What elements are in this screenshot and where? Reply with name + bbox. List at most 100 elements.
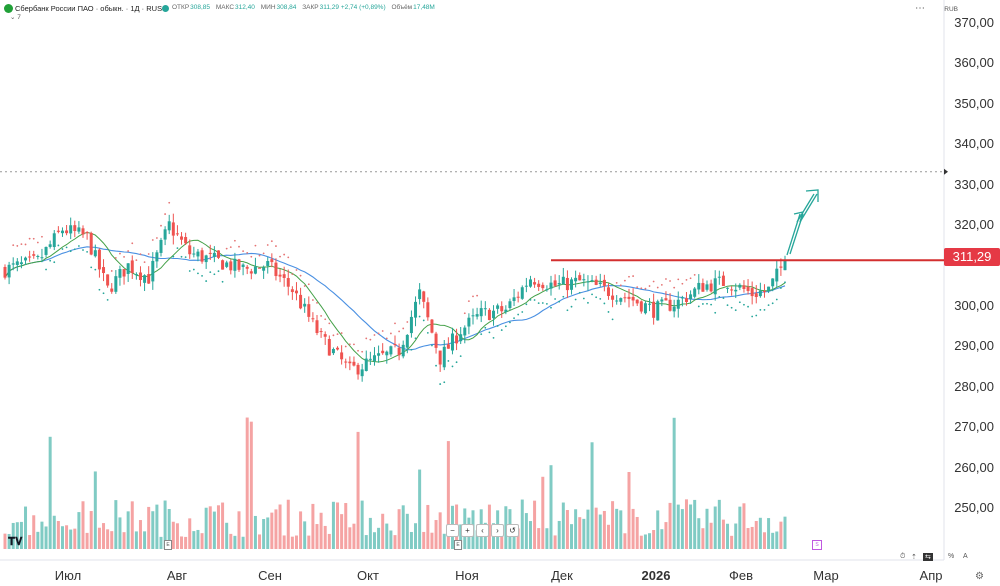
volume-bar: [266, 517, 270, 549]
candle-body: [705, 284, 709, 290]
alert-icon[interactable]: ⇡: [911, 554, 917, 561]
psar-dot: [311, 299, 314, 301]
psar-dot: [53, 261, 56, 264]
psar-dot: [714, 311, 717, 314]
currency-label[interactable]: RUB: [944, 6, 958, 13]
candle-body: [455, 335, 459, 344]
psar-dot: [320, 315, 323, 317]
volume-bar: [377, 527, 381, 549]
psar-dot: [373, 334, 376, 336]
scroll-left-button[interactable]: ‹: [476, 524, 489, 537]
volume-bar: [294, 535, 298, 549]
candle-body: [537, 283, 541, 287]
candle-body: [409, 316, 413, 334]
candle-body: [377, 353, 381, 356]
candle-body: [102, 267, 106, 274]
psar-dot: [525, 303, 528, 306]
volume-bar: [196, 529, 200, 549]
psar-dot: [61, 248, 64, 250]
auto-scale-toggle[interactable]: A: [963, 553, 968, 560]
volume-bar: [393, 535, 397, 549]
price-tick-label: 370,00: [954, 15, 994, 30]
candle-body: [237, 259, 241, 270]
candle-body: [619, 298, 623, 302]
indicators-toggle[interactable]: ⌄ 7: [10, 14, 21, 21]
candle-body: [175, 233, 179, 235]
settings-toggle-icon[interactable]: ⇆: [923, 553, 933, 561]
candle-body: [270, 259, 274, 263]
zoom-out-button[interactable]: −: [446, 524, 459, 537]
psar-dot: [414, 337, 417, 340]
earnings-event-icon[interactable]: E: [164, 540, 172, 550]
earnings-event-icon[interactable]: E: [454, 540, 462, 550]
candle-body: [319, 331, 323, 333]
time-tick-label: 2026: [641, 568, 671, 583]
percent-scale-toggle[interactable]: %: [948, 553, 955, 560]
psar-dot: [652, 280, 655, 283]
candle-body: [85, 232, 89, 234]
reset-chart-button[interactable]: ↺: [506, 524, 519, 537]
volume-bar: [262, 519, 266, 549]
time-tick-label: Окт: [357, 568, 379, 583]
volume-bar: [414, 523, 418, 549]
psar-dot: [697, 305, 700, 308]
psar-dot: [180, 255, 183, 258]
time-tick-label: Фев: [728, 568, 754, 583]
candle-body: [680, 297, 684, 299]
candle-body: [28, 256, 32, 258]
candle-body: [258, 267, 262, 269]
symbol-badge-icon[interactable]: S: [812, 540, 822, 550]
volume-bar: [65, 525, 69, 549]
candle-body: [282, 274, 286, 278]
psar-dot: [361, 350, 364, 353]
psar-dot: [192, 268, 195, 271]
volume-bar: [574, 509, 578, 549]
tradingview-logo-icon[interactable]: 𝐓𝐕: [8, 536, 23, 548]
volume-bar: [533, 500, 537, 549]
zoom-in-button[interactable]: +: [461, 524, 474, 537]
candle-body: [340, 352, 344, 360]
psar-dot: [480, 333, 483, 336]
gear-icon[interactable]: ⚙: [975, 571, 984, 582]
candle-body: [24, 257, 28, 261]
volume-bar: [327, 533, 331, 549]
volume-bar: [598, 514, 602, 549]
psar-dot: [365, 337, 368, 340]
candle-body: [44, 246, 48, 255]
psar-dot: [299, 274, 302, 277]
candle-body: [578, 275, 582, 281]
ohlc-value: 308,84: [276, 4, 297, 11]
candle-body: [7, 264, 11, 278]
candle-body: [114, 276, 118, 292]
symbol-title[interactable]: Сбербанк России ПАО · обыкн. · 1Д · RUS: [15, 4, 163, 13]
ohlc-value: 308,85: [190, 4, 211, 11]
psar-dot: [348, 343, 351, 346]
psar-dot: [587, 301, 589, 304]
psar-dot: [706, 302, 708, 305]
psar-dot: [94, 268, 97, 271]
volume-bar: [717, 499, 721, 549]
volume-bar: [721, 519, 725, 549]
scroll-right-button[interactable]: ›: [491, 524, 504, 537]
psar-dot: [734, 309, 737, 312]
candle-body: [147, 274, 151, 284]
psar-dot: [435, 364, 437, 367]
psar-dot: [628, 275, 630, 278]
psar-dot: [131, 242, 134, 245]
volume-bar: [52, 515, 56, 549]
candle-body: [167, 221, 171, 231]
candle-body: [758, 290, 762, 297]
clock-icon[interactable]: ⏱: [900, 553, 906, 560]
psar-dot: [537, 302, 540, 305]
candle-body: [307, 304, 311, 317]
ohlc-key: ОТКР: [172, 4, 190, 11]
volume-bar: [750, 526, 754, 549]
candle-body: [783, 260, 787, 271]
volume-bar: [561, 502, 565, 549]
volume-bar: [122, 532, 126, 549]
volume-bar: [689, 504, 693, 549]
psar-dot: [615, 282, 618, 284]
candle-body: [196, 251, 200, 257]
more-menu-icon[interactable]: ⋯: [915, 3, 925, 14]
